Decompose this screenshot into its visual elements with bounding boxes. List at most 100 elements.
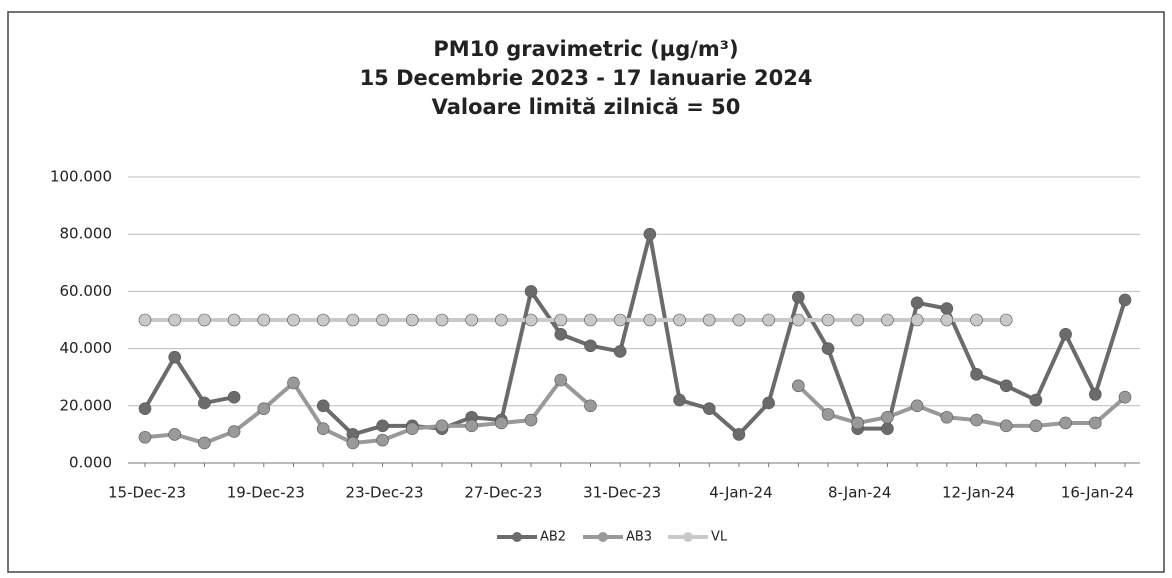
data-point <box>732 313 746 327</box>
data-point <box>940 410 954 424</box>
data-point <box>495 416 508 430</box>
y-tick-label: 60.000 <box>60 282 113 300</box>
data-point <box>673 393 686 407</box>
data-point <box>584 399 597 413</box>
y-tick-label: 40.000 <box>60 339 113 357</box>
data-point <box>1118 390 1132 404</box>
data-point <box>316 399 330 413</box>
data-point <box>346 313 360 327</box>
data-point <box>881 422 894 435</box>
chart-title: Valoare limită zilnică = 50 <box>432 95 741 119</box>
data-point <box>584 313 597 327</box>
data-point <box>1089 388 1102 401</box>
data-point <box>287 313 300 327</box>
chart-frame <box>7 11 1165 573</box>
data-point <box>851 416 865 430</box>
data-point <box>287 376 300 390</box>
x-tick-label: 19-Dec-23 <box>227 484 305 502</box>
data-point <box>1118 293 1132 307</box>
data-point <box>702 402 716 415</box>
x-tick-label: 16-Jan-24 <box>1061 484 1134 502</box>
data-point <box>168 428 181 441</box>
chart-title: PM10 gravimetric (µg/m³) <box>433 37 738 61</box>
chart-title: 15 Decembrie 2023 - 17 Ianuarie 2024 <box>360 66 813 90</box>
data-point <box>584 339 597 353</box>
y-tick-label: 0.000 <box>69 454 112 472</box>
data-point <box>762 396 775 410</box>
legend-label: AB2 <box>540 530 566 545</box>
data-point <box>138 402 152 415</box>
data-point <box>673 313 686 327</box>
data-point <box>1029 419 1043 433</box>
data-point <box>881 410 894 424</box>
data-point <box>227 313 241 327</box>
data-point <box>554 373 568 387</box>
data-point <box>435 313 449 327</box>
data-point <box>168 313 181 327</box>
data-point <box>999 379 1013 393</box>
data-point <box>732 428 746 441</box>
data-point <box>227 390 241 404</box>
data-point <box>1089 416 1102 430</box>
data-point <box>851 313 865 327</box>
data-point <box>524 313 538 327</box>
data-point <box>465 313 478 327</box>
data-point <box>762 313 775 327</box>
legend-label: AB3 <box>626 530 652 545</box>
data-point <box>257 402 271 415</box>
x-tick-label: 31-Dec-23 <box>583 484 661 502</box>
x-tick-label: 4-Jan-24 <box>709 484 772 502</box>
y-tick-label: 20.000 <box>60 396 113 414</box>
data-point <box>970 368 983 381</box>
data-point <box>1059 327 1072 341</box>
data-point <box>702 313 716 327</box>
data-point <box>316 313 330 327</box>
data-point <box>999 313 1013 327</box>
x-tick-label: 12-Jan-24 <box>942 484 1015 502</box>
data-point <box>940 313 954 327</box>
data-point <box>376 419 389 433</box>
data-point <box>198 436 211 450</box>
series-line <box>143 233 1127 438</box>
data-point <box>910 313 924 327</box>
data-point <box>910 399 924 413</box>
y-tick-label: 80.000 <box>60 225 113 243</box>
data-point <box>405 422 419 435</box>
series-line <box>144 377 1127 446</box>
data-point <box>613 345 627 358</box>
data-point <box>435 419 449 433</box>
legend-marker <box>598 532 608 542</box>
data-point <box>465 419 478 433</box>
x-tick-label: 27-Dec-23 <box>464 484 542 502</box>
data-point <box>198 313 211 327</box>
data-point <box>910 296 924 310</box>
data-point <box>316 422 330 435</box>
data-point <box>792 379 805 393</box>
y-tick-label: 100.000 <box>50 168 112 186</box>
data-point <box>881 313 894 327</box>
x-tick-label: 15-Dec-23 <box>108 484 186 502</box>
data-point <box>257 313 271 327</box>
x-tick-label: 8-Jan-24 <box>828 484 891 502</box>
data-point <box>405 313 419 327</box>
data-point <box>821 313 835 327</box>
legend-marker <box>683 532 693 542</box>
x-tick-label: 23-Dec-23 <box>346 484 424 502</box>
data-point <box>999 419 1013 433</box>
data-point <box>524 285 538 298</box>
data-point <box>970 313 983 327</box>
data-point <box>554 327 568 341</box>
data-point <box>940 302 954 315</box>
data-point <box>198 396 211 410</box>
data-point <box>821 342 835 355</box>
data-point <box>346 436 360 450</box>
data-point <box>643 227 657 241</box>
data-point <box>376 313 389 327</box>
data-point <box>376 433 389 447</box>
data-point <box>138 430 152 444</box>
data-point <box>524 413 538 427</box>
data-point <box>821 408 835 421</box>
data-point <box>554 313 568 327</box>
data-point <box>792 290 805 304</box>
